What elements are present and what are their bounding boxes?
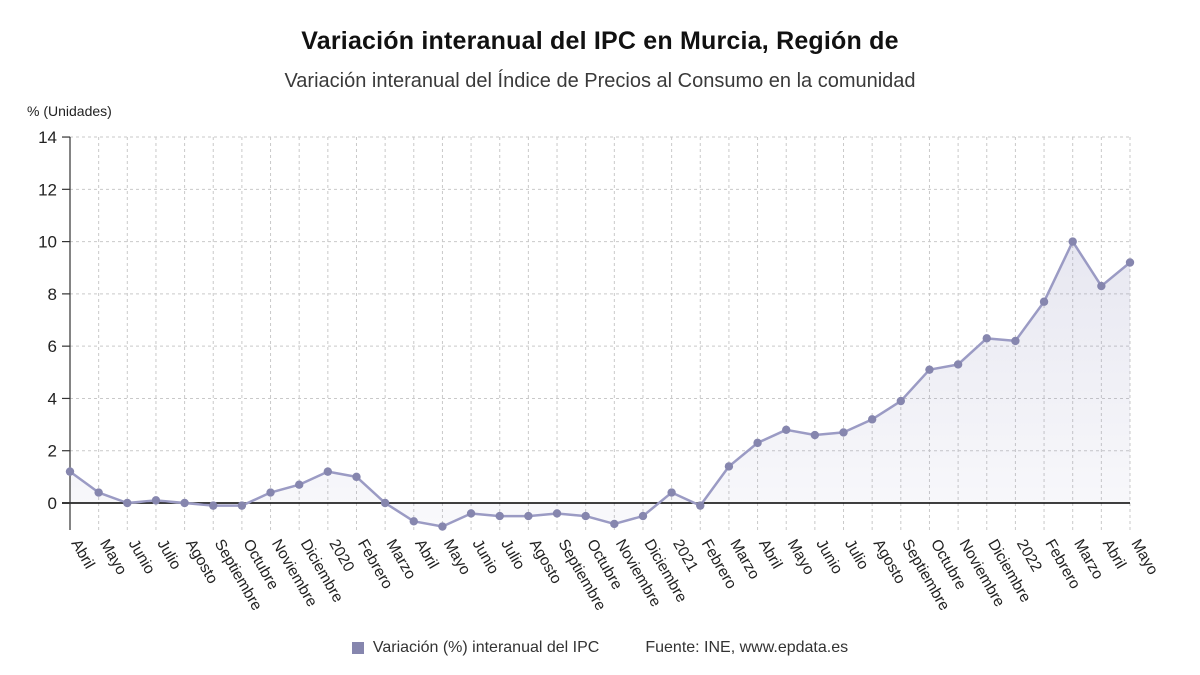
svg-text:Mayo: Mayo bbox=[1128, 537, 1162, 578]
ipc-line-chart: 02468101214AbrilMayoJunioJulioAgostoSept… bbox=[38, 128, 1162, 614]
svg-text:4: 4 bbox=[48, 389, 57, 408]
legend-item: Variación (%) interanual del IPC bbox=[351, 639, 600, 657]
svg-text:2: 2 bbox=[48, 442, 57, 461]
svg-text:Junio: Junio bbox=[125, 537, 158, 578]
source-text: Fuente: INE, www.epdata.es bbox=[645, 639, 849, 656]
svg-text:Mayo: Mayo bbox=[440, 537, 474, 578]
svg-text:12: 12 bbox=[38, 180, 57, 199]
chart-title: Variación interanual del IPC en Murcia, … bbox=[301, 27, 899, 55]
svg-text:6: 6 bbox=[48, 337, 57, 356]
svg-text:Abril: Abril bbox=[68, 537, 98, 572]
legend-marker-icon bbox=[351, 642, 364, 654]
svg-text:10: 10 bbox=[38, 233, 57, 252]
legend-label: Variación (%) interanual del IPC bbox=[372, 639, 600, 656]
svg-text:Junio: Junio bbox=[812, 537, 845, 578]
svg-text:14: 14 bbox=[38, 128, 57, 147]
svg-text:Junio: Junio bbox=[469, 537, 502, 578]
svg-text:0: 0 bbox=[48, 494, 57, 513]
chart-footer: Variación (%) interanual del IPC Fuente:… bbox=[0, 639, 1200, 657]
y-axis-unit-label: % (Unidades) bbox=[27, 103, 112, 119]
svg-text:8: 8 bbox=[48, 285, 57, 304]
svg-text:Mayo: Mayo bbox=[96, 537, 130, 578]
chart-subtitle: Variación interanual del Índice de Preci… bbox=[284, 70, 916, 92]
svg-text:Mayo: Mayo bbox=[784, 537, 818, 578]
